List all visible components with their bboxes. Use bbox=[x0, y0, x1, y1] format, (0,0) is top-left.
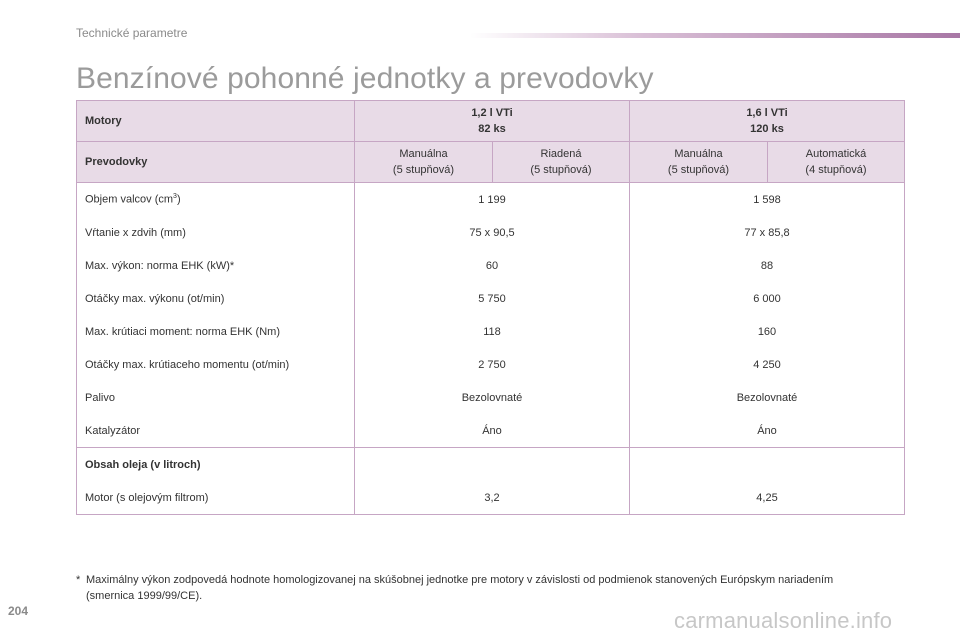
gearbox-4: Automatická (4 stupňová) bbox=[767, 141, 905, 183]
engine-1-power: 82 ks bbox=[478, 123, 506, 135]
oil-value-engine-1: 3,2 bbox=[354, 481, 630, 515]
table-row: Max. krútiaci moment: norma EHK (Nm) 118… bbox=[76, 315, 905, 348]
gearbox-4-type: Automatická bbox=[805, 148, 867, 160]
engines-header-row: Motory 1,2 l VTi 82 ks 1,6 l VTi 120 ks bbox=[76, 100, 905, 142]
table-row: Max. výkon: norma EHK (kW)* 60 88 bbox=[76, 249, 905, 282]
row-label: Otáčky max. krútiaceho momentu (ot/min) bbox=[76, 348, 355, 381]
footnote: * Maximálny výkon zodpovedá hodnote homo… bbox=[76, 572, 876, 604]
row-value-engine-2: Bezolovnaté bbox=[629, 381, 905, 414]
oil-row: Motor (s olejovým filtrom) 3,2 4,25 bbox=[76, 481, 905, 515]
table-row: Objem valcov (cm3) 1 199 1 598 bbox=[76, 182, 905, 216]
row-label: Katalyzátor bbox=[76, 414, 355, 448]
page-number: 204 bbox=[8, 604, 29, 618]
footnote-text: Maximálny výkon zodpovedá hodnote homolo… bbox=[86, 574, 834, 602]
row-label: Otáčky max. výkonu (ot/min) bbox=[76, 282, 355, 315]
gearbox-1: Manuálna (5 stupňová) bbox=[354, 141, 493, 183]
gearbox-3: Manuálna (5 stupňová) bbox=[629, 141, 768, 183]
row-value-engine-1: 118 bbox=[354, 315, 630, 348]
specs-table: Motory 1,2 l VTi 82 ks 1,6 l VTi 120 ks … bbox=[76, 100, 905, 515]
row-value-engine-1: Bezolovnaté bbox=[354, 381, 630, 414]
engine-2-power: 120 ks bbox=[750, 123, 784, 135]
row-value-engine-1: 75 x 90,5 bbox=[354, 216, 630, 249]
row-value-engine-2: 6 000 bbox=[629, 282, 905, 315]
footnote-marker: * bbox=[76, 574, 81, 586]
table-row: Vŕtanie x zdvih (mm) 75 x 90,5 77 x 85,8 bbox=[76, 216, 905, 249]
row-value-engine-2: 4 250 bbox=[629, 348, 905, 381]
oil-heading-spacer-2 bbox=[629, 447, 905, 481]
oil-value-engine-2: 4,25 bbox=[629, 481, 905, 515]
row-value-engine-1: 5 750 bbox=[354, 282, 630, 315]
table-row: Otáčky max. výkonu (ot/min) 5 750 6 000 bbox=[76, 282, 905, 315]
gearbox-1-type: Manuálna bbox=[399, 148, 448, 160]
table-row: Palivo Bezolovnaté Bezolovnaté bbox=[76, 381, 905, 414]
row-value-engine-1: Áno bbox=[354, 414, 630, 448]
engine-1-name: 1,2 l VTi bbox=[471, 107, 513, 119]
gearbox-2-speeds: (5 stupňová) bbox=[530, 164, 592, 176]
gearbox-header-row: Prevodovky Manuálna (5 stupňová) Riadená… bbox=[76, 141, 905, 183]
section-label: Technické parametre bbox=[76, 26, 188, 40]
table-row: Katalyzátor Áno Áno bbox=[76, 414, 905, 448]
oil-heading-row: Obsah oleja (v litroch) bbox=[76, 447, 905, 481]
engine-2-name: 1,6 l VTi bbox=[746, 107, 788, 119]
row-value-engine-2: 160 bbox=[629, 315, 905, 348]
row-value-engine-1: 1 199 bbox=[354, 182, 630, 216]
row-label: Vŕtanie x zdvih (mm) bbox=[76, 216, 355, 249]
oil-label: Motor (s olejovým filtrom) bbox=[76, 481, 355, 515]
row-value-engine-2: 88 bbox=[629, 249, 905, 282]
engine-1-header: 1,2 l VTi 82 ks bbox=[354, 100, 630, 142]
row-label: Max. krútiaci moment: norma EHK (Nm) bbox=[76, 315, 355, 348]
gearbox-4-speeds: (4 stupňová) bbox=[805, 164, 867, 176]
row-label: Max. výkon: norma EHK (kW)* bbox=[76, 249, 355, 282]
gearbox-2-type: Riadená bbox=[540, 148, 582, 160]
table-row: Otáčky max. krútiaceho momentu (ot/min) … bbox=[76, 348, 905, 381]
oil-heading-spacer-1 bbox=[354, 447, 630, 481]
row-value-engine-2: 1 598 bbox=[629, 182, 905, 216]
row-value-engine-2: Áno bbox=[629, 414, 905, 448]
row-value-engine-1: 60 bbox=[354, 249, 630, 282]
row-value-engine-2: 77 x 85,8 bbox=[629, 216, 905, 249]
engines-label: Motory bbox=[76, 100, 355, 142]
engine-2-header: 1,6 l VTi 120 ks bbox=[629, 100, 905, 142]
row-value-engine-1: 2 750 bbox=[354, 348, 630, 381]
gearbox-3-type: Manuálna bbox=[674, 148, 723, 160]
gearbox-label: Prevodovky bbox=[76, 141, 355, 183]
page-title: Benzínové pohonné jednotky a prevodovky bbox=[76, 62, 654, 95]
gearbox-1-speeds: (5 stupňová) bbox=[392, 164, 455, 176]
header-rule bbox=[470, 33, 960, 38]
oil-heading: Obsah oleja (v litroch) bbox=[76, 447, 355, 481]
gearbox-3-speeds: (5 stupňová) bbox=[667, 164, 730, 176]
row-label: Objem valcov (cm3) bbox=[76, 182, 355, 216]
watermark: carmanualsonline.info bbox=[674, 608, 893, 633]
gearbox-2: Riadená (5 stupňová) bbox=[492, 141, 630, 183]
row-label: Palivo bbox=[76, 381, 355, 414]
